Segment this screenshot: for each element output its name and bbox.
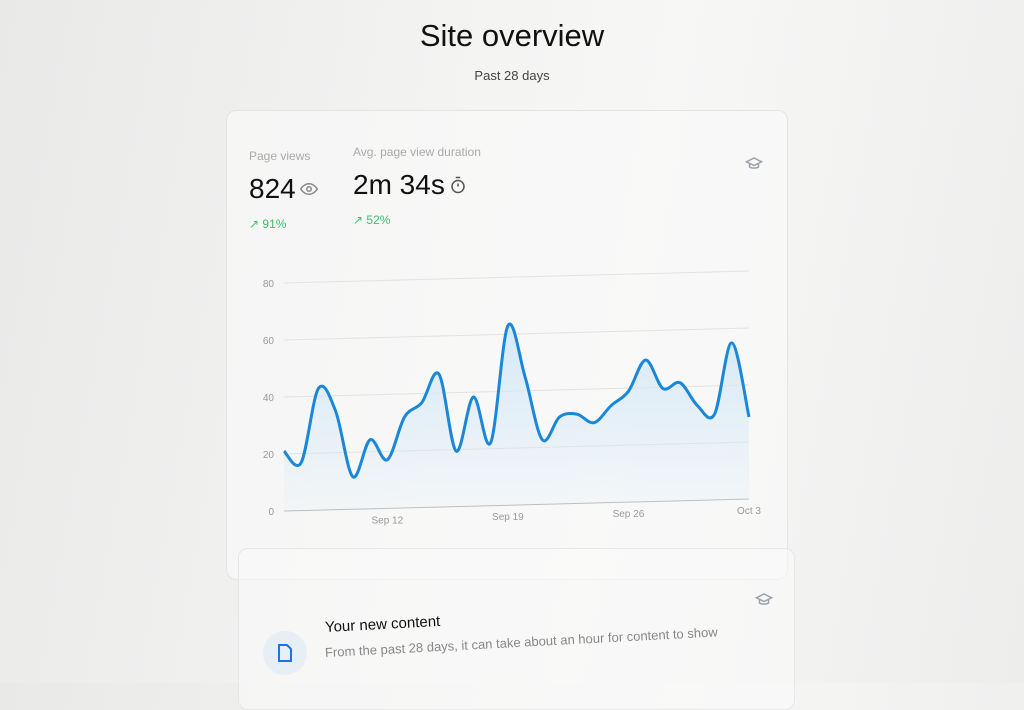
new-content-card: Your new content From the past 28 days, … (238, 548, 795, 710)
y-tick-label: 0 (268, 507, 274, 518)
area-fill (284, 324, 749, 511)
x-tick-label: Sep 12 (371, 515, 403, 526)
document-icon (277, 644, 293, 662)
x-tick-label: Sep 26 (613, 509, 645, 520)
content-title: Your new content (325, 613, 441, 636)
x-tick-label: Sep 19 (492, 512, 524, 523)
y-tick-label: 40 (263, 393, 275, 404)
y-tick-label: 20 (263, 450, 275, 461)
document-icon-badge (263, 631, 307, 675)
x-tick-label: Oct 3 (737, 506, 761, 517)
gridline (284, 271, 749, 283)
y-tick-label: 80 (263, 279, 275, 290)
learn-icon[interactable] (755, 591, 773, 609)
y-tick-label: 60 (263, 336, 275, 347)
